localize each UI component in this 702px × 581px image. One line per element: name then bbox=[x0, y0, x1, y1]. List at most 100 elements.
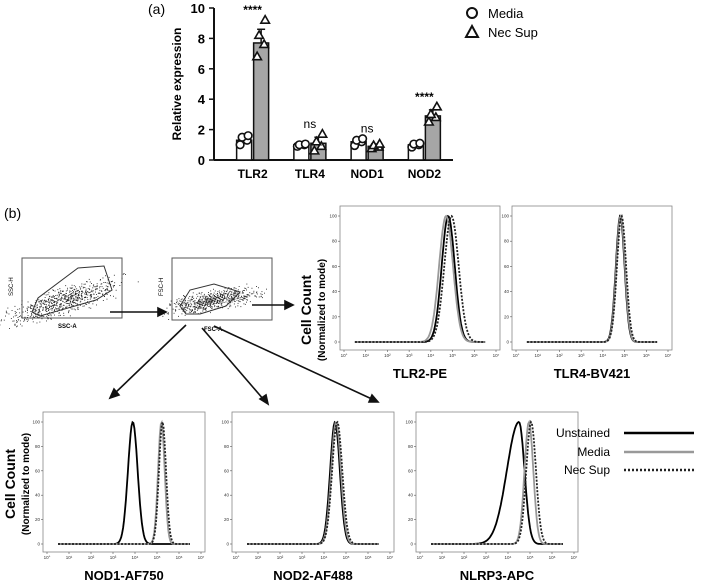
gating-dot bbox=[210, 304, 212, 306]
gating-dot bbox=[196, 297, 197, 299]
histogram-nlrp3-apc: 0 20 40 60 80 100 10° 10¹ 10² 10³ 10⁴ 10⁵ 10⁶ 10⁷ NLRP… bbox=[405, 411, 579, 581]
gating-dot bbox=[202, 310, 204, 312]
bar-nec-sup bbox=[252, 42, 270, 161]
hist-x-tick-label: 10⁶ bbox=[471, 353, 478, 358]
gating-dot bbox=[67, 298, 69, 299]
gating-dot bbox=[102, 300, 104, 301]
gating-dot bbox=[66, 295, 68, 297]
gating-dot bbox=[40, 306, 42, 308]
gating-dot bbox=[39, 300, 41, 302]
gating-dot bbox=[30, 304, 32, 306]
gating-dot bbox=[202, 308, 204, 309]
gating-dot bbox=[236, 298, 238, 299]
gating-dot bbox=[84, 299, 86, 301]
gating-dot bbox=[84, 283, 86, 285]
gating-dot bbox=[85, 296, 87, 298]
gating-dot bbox=[166, 307, 168, 309]
gating-dot bbox=[219, 294, 221, 296]
gating-dot bbox=[219, 299, 221, 301]
significance-label: ns bbox=[304, 117, 317, 131]
gating-dot bbox=[58, 292, 59, 294]
gating-dot bbox=[47, 314, 48, 316]
gating-dot bbox=[102, 277, 104, 279]
gating-dot bbox=[200, 305, 202, 307]
gating-dot bbox=[24, 316, 26, 318]
gating-dot bbox=[54, 298, 56, 299]
gating-dot bbox=[238, 300, 239, 302]
gating-dot bbox=[226, 296, 228, 298]
gating-dot bbox=[206, 303, 208, 305]
gating-dot bbox=[192, 292, 194, 294]
gating-dot bbox=[88, 303, 90, 304]
gating-dot bbox=[16, 326, 17, 328]
gating-dot bbox=[52, 305, 54, 307]
gating-dot bbox=[224, 287, 226, 289]
gating-dot bbox=[114, 282, 116, 284]
gating-dot bbox=[189, 299, 191, 301]
gating-dot bbox=[61, 290, 63, 292]
gating-dot bbox=[106, 282, 108, 284]
gating-dot bbox=[239, 297, 241, 298]
gating-dot bbox=[192, 301, 194, 303]
gating-dot bbox=[242, 299, 244, 301]
gating-dot bbox=[68, 297, 70, 299]
gating-dot bbox=[210, 298, 212, 300]
histogram-frame bbox=[415, 411, 579, 553]
gating-dot bbox=[200, 298, 202, 300]
y-tick-label: 10 bbox=[191, 1, 205, 16]
gating-dot bbox=[85, 297, 87, 298]
gating-dot bbox=[221, 294, 223, 295]
gating-dot bbox=[225, 290, 227, 292]
gating-dot bbox=[71, 308, 73, 310]
gating-dot bbox=[202, 297, 204, 299]
gating-dot bbox=[14, 305, 16, 307]
gating-dot bbox=[239, 298, 241, 300]
gating-dot bbox=[30, 305, 32, 307]
gating-dot bbox=[75, 291, 77, 292]
gating-dot bbox=[218, 303, 219, 304]
gating-dot bbox=[180, 299, 182, 301]
gating-dot bbox=[39, 306, 41, 308]
gating-dot bbox=[10, 318, 12, 319]
gating-dot bbox=[122, 273, 124, 275]
gating-dot bbox=[94, 297, 95, 299]
gating-dot bbox=[22, 306, 24, 308]
hist-y-tick-label: 100 bbox=[501, 214, 509, 219]
gating-dot bbox=[16, 314, 18, 316]
gating-dot bbox=[55, 304, 57, 306]
gating-dot bbox=[46, 301, 48, 303]
gating-dot bbox=[64, 295, 66, 297]
gating-dot bbox=[200, 308, 202, 309]
gating-dot bbox=[31, 308, 33, 309]
gating-dot bbox=[215, 296, 217, 298]
gating-dot bbox=[99, 292, 101, 294]
gating-dot bbox=[230, 305, 232, 307]
gating-dot bbox=[35, 310, 36, 312]
gating-dot bbox=[115, 297, 117, 299]
gating-dot bbox=[17, 317, 19, 318]
gating-dot bbox=[246, 296, 247, 298]
gating-dot bbox=[185, 305, 187, 307]
gating-dot bbox=[59, 288, 61, 290]
gating-dot bbox=[86, 294, 87, 296]
gating-dot bbox=[40, 300, 42, 302]
gating-dot bbox=[195, 311, 196, 313]
gating-dot bbox=[198, 292, 200, 294]
gating-dot bbox=[229, 290, 231, 292]
gating-dot bbox=[53, 290, 54, 291]
gating-dot bbox=[227, 289, 228, 291]
gating-dot bbox=[220, 299, 221, 301]
gating-dot bbox=[185, 303, 187, 304]
gating-dot bbox=[78, 297, 80, 299]
gating-dot bbox=[9, 328, 10, 329]
gating-plot-fsc: FSC-H FSC-A bbox=[159, 257, 273, 333]
gating-dot bbox=[234, 298, 236, 300]
gating-dot bbox=[33, 317, 35, 318]
gating-dot bbox=[36, 305, 38, 307]
gating-dot bbox=[221, 302, 223, 304]
gating-dot bbox=[216, 297, 218, 298]
hist-x-tick-label: 10² bbox=[461, 555, 468, 560]
gating-dot bbox=[223, 302, 225, 303]
gating-dot bbox=[89, 294, 91, 296]
gating-dot bbox=[61, 292, 62, 294]
